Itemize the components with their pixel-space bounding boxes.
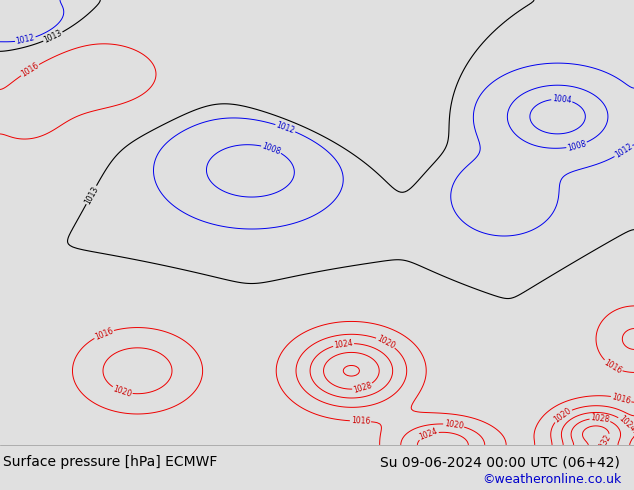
Text: Surface pressure [hPa] ECMWF: Surface pressure [hPa] ECMWF <box>3 455 217 469</box>
Text: 1016: 1016 <box>351 416 370 426</box>
Text: 1012: 1012 <box>15 33 36 46</box>
Text: 1016: 1016 <box>20 61 41 79</box>
Text: 1020: 1020 <box>112 384 133 399</box>
Text: ©weatheronline.co.uk: ©weatheronline.co.uk <box>482 473 621 487</box>
Text: 1020: 1020 <box>375 334 396 351</box>
Text: 1016: 1016 <box>602 358 623 375</box>
Text: 1012: 1012 <box>613 142 634 160</box>
Text: 1032: 1032 <box>595 433 613 454</box>
Text: 1024: 1024 <box>418 427 439 442</box>
Text: 1004: 1004 <box>552 94 572 105</box>
Text: 1016: 1016 <box>93 326 115 342</box>
Text: 1016: 1016 <box>611 392 631 406</box>
Text: 1012: 1012 <box>275 121 296 135</box>
Text: 1024: 1024 <box>617 414 634 434</box>
Text: Su 09-06-2024 00:00 UTC (06+42): Su 09-06-2024 00:00 UTC (06+42) <box>380 455 620 469</box>
Text: 1028: 1028 <box>352 381 373 394</box>
Text: 1028: 1028 <box>590 413 610 424</box>
Text: 1013: 1013 <box>42 29 63 45</box>
Text: 1008: 1008 <box>566 139 587 152</box>
Text: 1020: 1020 <box>552 406 573 424</box>
Text: 1020: 1020 <box>444 419 464 431</box>
Text: 1013: 1013 <box>83 184 100 205</box>
Text: 1024: 1024 <box>333 339 354 350</box>
Text: 1008: 1008 <box>261 141 282 156</box>
